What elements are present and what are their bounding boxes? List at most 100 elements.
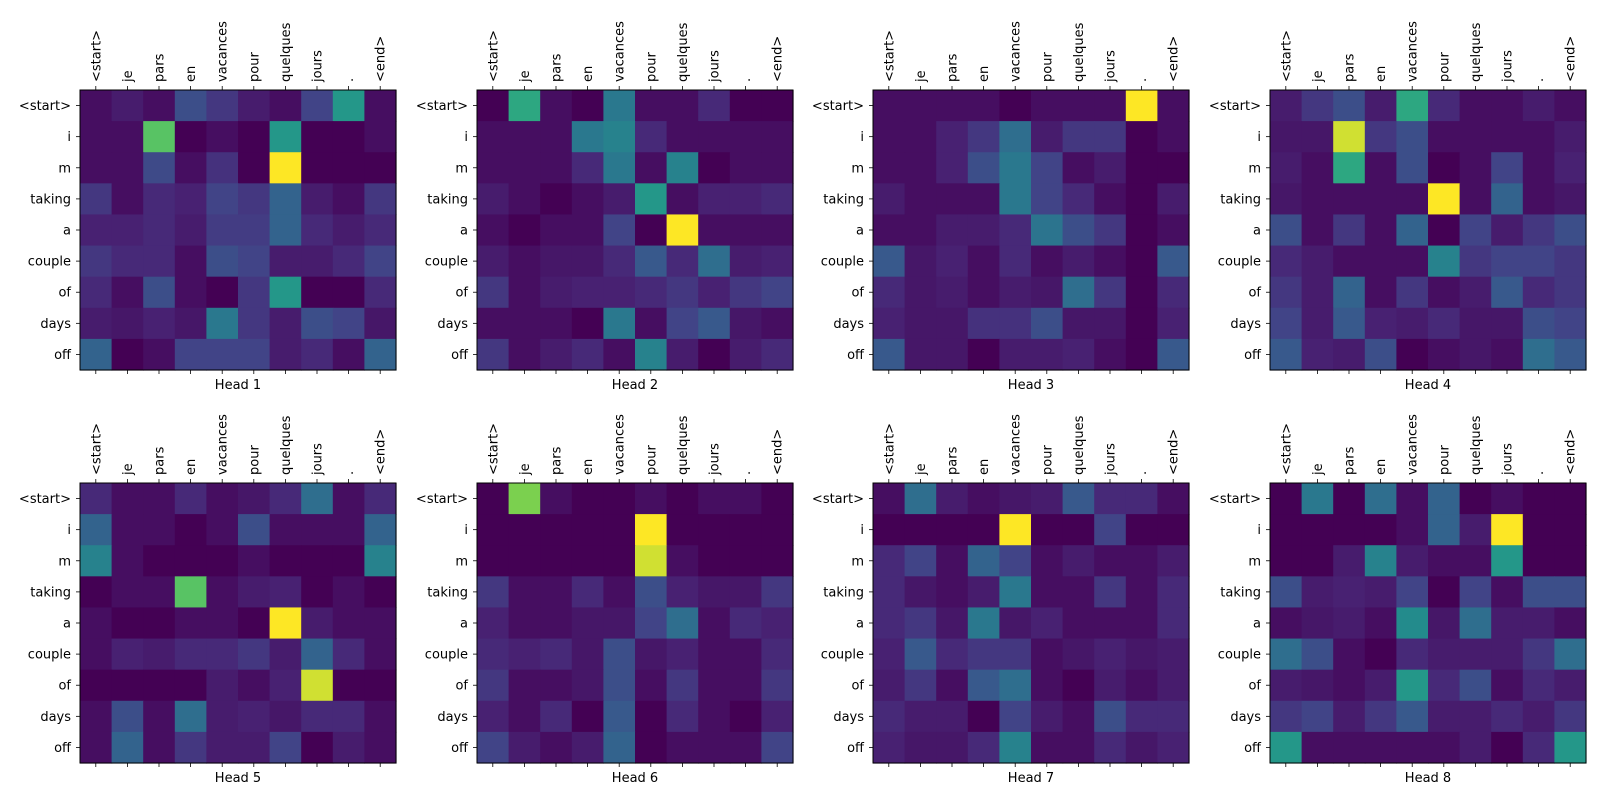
heatmap-cell	[1301, 307, 1334, 340]
heatmap-cell	[999, 121, 1032, 153]
heatmap-cell	[540, 307, 573, 340]
heatmap-cell	[1428, 214, 1461, 247]
heatmap-cell	[1554, 338, 1587, 371]
heatmap-cell	[301, 731, 334, 764]
heatmap-cell	[111, 338, 144, 371]
y-tick-label: <start>	[812, 492, 864, 507]
heatmap-cell	[761, 576, 794, 609]
panel-title: Head 2	[612, 378, 658, 393]
y-tick-label: of	[1248, 286, 1261, 301]
heatmap-cell	[761, 338, 794, 371]
heatmap-cell	[1270, 183, 1303, 216]
y-tick-label: a	[856, 617, 864, 632]
heatmap-cell	[269, 90, 302, 122]
heatmap-cell	[729, 669, 762, 702]
x-tick-label: quelques	[676, 22, 691, 82]
x-tick-label: <end>	[771, 429, 786, 475]
heatmap-cell	[238, 483, 271, 515]
heatmap-cell	[174, 545, 207, 577]
heatmap-cell	[571, 514, 604, 546]
heatmap-cell	[80, 276, 113, 309]
y-tick-label: taking	[1220, 585, 1261, 600]
heatmap-cell	[635, 545, 668, 577]
heatmap-cell	[904, 638, 937, 671]
heatmap-cell	[1522, 576, 1555, 609]
heatmap-cell	[540, 121, 573, 153]
y-tick-label: days	[40, 317, 71, 332]
heatmap-cell	[1333, 214, 1366, 247]
heatmap-cell	[635, 669, 668, 702]
heatmap-cell	[1094, 545, 1127, 577]
heatmap-cell	[206, 731, 239, 764]
heatmap-cell	[508, 121, 541, 153]
heatmap-cell	[967, 545, 1000, 577]
heatmap-cell	[1491, 152, 1524, 184]
heatmap-cell	[1094, 638, 1127, 671]
heatmap-cell	[508, 276, 541, 309]
heatmap-cell	[1491, 276, 1524, 309]
heatmap-cell	[1491, 638, 1524, 671]
heatmap-cell	[698, 152, 731, 184]
heatmap-cell	[698, 214, 731, 247]
heatmap-cell	[1491, 307, 1524, 340]
heatmap-cell	[635, 152, 668, 184]
heatmap-cell	[508, 700, 541, 733]
heatmap-cell	[1522, 152, 1555, 184]
y-tick-label: taking	[1220, 192, 1261, 207]
heatmap-cell	[873, 214, 906, 247]
heatmap-cell	[364, 152, 397, 184]
heatmap-cell	[1333, 152, 1366, 184]
x-tick-label: jours	[311, 50, 326, 83]
heatmap-cell	[1428, 545, 1461, 577]
heatmap-cell	[269, 638, 302, 671]
x-tick-label: jours	[708, 50, 723, 83]
heatmap-cell	[1062, 607, 1095, 640]
heatmap-cell	[477, 90, 510, 122]
heatmap-cell	[967, 152, 1000, 184]
heatmap-cell	[301, 152, 334, 184]
heatmap-cell	[571, 700, 604, 733]
heatmap-cell	[999, 152, 1032, 184]
heatmap-cell	[1554, 307, 1587, 340]
y-tick-label: of	[455, 286, 468, 301]
heatmap-cell	[174, 276, 207, 309]
heatmap-cell	[1270, 545, 1303, 577]
heatmap-cell	[873, 483, 906, 515]
heatmap-cell	[238, 245, 271, 278]
x-tick-label: <end>	[374, 36, 389, 82]
heatmap-cell	[967, 700, 1000, 733]
heatmap-cell	[1333, 483, 1366, 515]
heatmap-cell	[1459, 276, 1492, 309]
heatmap-cell	[1428, 307, 1461, 340]
heatmap-cell	[603, 700, 636, 733]
heatmap-cell	[698, 576, 731, 609]
heatmap-cell	[301, 669, 334, 702]
x-tick-label: .	[739, 471, 754, 475]
heatmap-panel: <start> je pars en vacances pour quelques jours…	[812, 21, 1190, 393]
heatmap-cell	[508, 90, 541, 122]
heatmap-cell	[1157, 483, 1190, 515]
y-tick-label: a	[856, 224, 864, 239]
heatmap-cell	[1062, 338, 1095, 371]
heatmap-cell	[1364, 483, 1397, 515]
heatmap-cell	[1094, 152, 1127, 184]
heatmap-cell	[603, 276, 636, 309]
heatmap-cell	[1333, 576, 1366, 609]
x-tick-label: je	[914, 463, 929, 476]
heatmap-cell	[1062, 214, 1095, 247]
heatmap-cell	[698, 307, 731, 340]
heatmap-cell	[540, 731, 573, 764]
heatmap-cell	[1522, 338, 1555, 371]
heatmap-cell	[967, 338, 1000, 371]
heatmap-cell	[1094, 307, 1127, 340]
heatmap-cell	[1522, 183, 1555, 216]
heatmap-cell	[1364, 514, 1397, 546]
heatmap-cell	[174, 338, 207, 371]
heatmap-cell	[1364, 638, 1397, 671]
heatmap-cell	[1396, 545, 1429, 577]
heatmap-panel: <start> je pars en vacances pour quelques jours…	[416, 414, 794, 786]
heatmap-cell	[111, 576, 144, 609]
heatmap-cell	[729, 638, 762, 671]
heatmap-cell	[1428, 669, 1461, 702]
